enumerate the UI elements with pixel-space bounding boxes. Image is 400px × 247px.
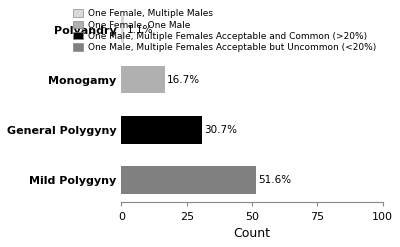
- Text: 51.6%: 51.6%: [258, 175, 291, 185]
- Bar: [122, 116, 202, 144]
- X-axis label: Count: Count: [234, 227, 270, 240]
- Bar: [122, 66, 165, 93]
- Bar: [122, 166, 256, 194]
- Legend: One Female, Multiple Males, One Female, One Male, One Male, Multiple Females Acc: One Female, Multiple Males, One Female, …: [71, 8, 378, 54]
- Text: 1.1%: 1.1%: [126, 25, 153, 35]
- Text: 16.7%: 16.7%: [167, 75, 200, 85]
- Bar: [122, 16, 124, 43]
- Text: 30.7%: 30.7%: [204, 125, 237, 135]
